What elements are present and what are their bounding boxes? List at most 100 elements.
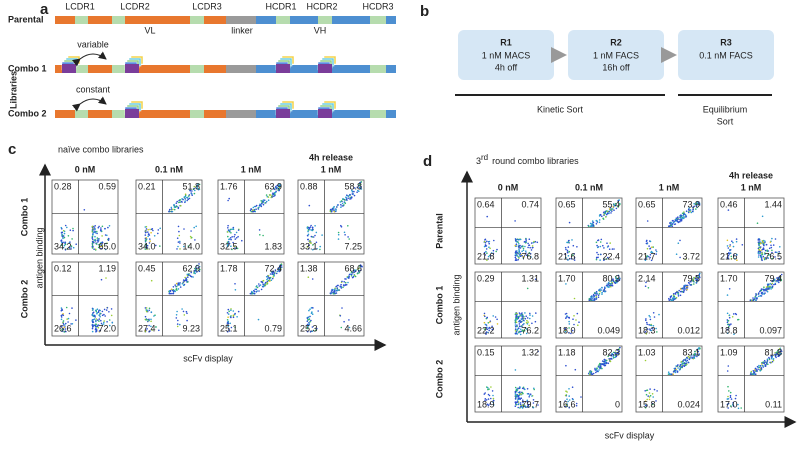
event-dot bbox=[172, 286, 175, 288]
event-dot bbox=[174, 284, 176, 286]
event-dot bbox=[565, 364, 567, 367]
event-dot bbox=[91, 230, 94, 232]
event-dot bbox=[307, 230, 309, 233]
event-dot bbox=[769, 241, 772, 243]
event-dot bbox=[758, 295, 760, 298]
event-dot bbox=[334, 289, 336, 292]
event-dot bbox=[516, 324, 518, 327]
event-dot bbox=[519, 252, 522, 255]
event-dot bbox=[646, 328, 649, 331]
quadrant-value: 9.23 bbox=[182, 323, 200, 333]
event-dot bbox=[591, 373, 594, 376]
event-dot bbox=[604, 290, 606, 293]
quadrant-value: 25.3 bbox=[300, 323, 318, 333]
event-dot bbox=[235, 237, 238, 239]
event-dot bbox=[347, 195, 349, 197]
event-dot bbox=[675, 253, 678, 255]
event-dot bbox=[578, 321, 580, 324]
event-dot bbox=[148, 307, 151, 310]
event-dot bbox=[568, 320, 570, 323]
event-dot bbox=[348, 319, 350, 321]
event-dot bbox=[604, 287, 606, 290]
event-dot bbox=[515, 243, 518, 245]
event-dot bbox=[184, 198, 187, 200]
event-dot bbox=[526, 400, 528, 403]
event-dot bbox=[516, 240, 518, 243]
event-dot bbox=[741, 244, 744, 246]
event-dot bbox=[516, 317, 518, 320]
event-dot bbox=[520, 325, 523, 327]
event-dot bbox=[524, 240, 526, 243]
event-dot bbox=[521, 254, 523, 257]
event-dot bbox=[574, 368, 577, 371]
event-dot bbox=[488, 242, 491, 245]
event-dot bbox=[757, 368, 759, 371]
event-dot bbox=[265, 275, 268, 278]
event-dot bbox=[157, 229, 160, 231]
event-dot bbox=[230, 309, 232, 312]
event-dot bbox=[697, 348, 699, 350]
event-dot bbox=[307, 233, 310, 236]
event-dot bbox=[108, 225, 111, 227]
construct-segment bbox=[204, 65, 226, 73]
event-dot bbox=[267, 199, 270, 201]
event-dot bbox=[764, 252, 766, 254]
event-dot bbox=[348, 277, 350, 279]
event-dot bbox=[267, 276, 270, 278]
event-dot bbox=[515, 331, 518, 333]
event-dot bbox=[728, 390, 730, 392]
event-dot bbox=[262, 234, 264, 237]
event-dot bbox=[772, 358, 775, 361]
event-dot bbox=[647, 287, 650, 289]
event-dot bbox=[777, 252, 780, 255]
event-dot bbox=[779, 350, 782, 353]
event-dot bbox=[683, 289, 685, 292]
event-dot bbox=[644, 258, 647, 261]
event-dot bbox=[111, 322, 114, 324]
event-dot bbox=[92, 238, 94, 241]
event-dot bbox=[689, 209, 692, 211]
event-dot bbox=[485, 324, 488, 326]
event-dot bbox=[229, 322, 231, 325]
event-dot bbox=[179, 284, 181, 286]
quadrant-value: 17.0 bbox=[720, 399, 738, 409]
event-dot bbox=[771, 251, 773, 254]
event-dot bbox=[674, 293, 677, 295]
event-dot bbox=[226, 312, 229, 314]
event-dot bbox=[645, 333, 648, 335]
event-dot bbox=[778, 354, 780, 356]
quadrant-value: 0.28 bbox=[54, 181, 72, 191]
event-dot bbox=[150, 231, 152, 234]
quadrant-value: 1.09 bbox=[720, 347, 738, 357]
event-dot bbox=[610, 355, 613, 357]
event-dot bbox=[525, 238, 527, 241]
event-dot bbox=[763, 359, 766, 362]
event-dot bbox=[186, 319, 188, 322]
event-dot bbox=[494, 316, 497, 318]
event-dot bbox=[336, 284, 339, 287]
event-dot bbox=[656, 390, 658, 392]
event-dot bbox=[515, 254, 517, 257]
event-dot bbox=[571, 386, 574, 389]
event-dot bbox=[178, 230, 180, 233]
event-dot bbox=[315, 231, 318, 234]
event-dot bbox=[155, 326, 157, 328]
event-dot bbox=[345, 283, 348, 286]
event-dot bbox=[514, 240, 517, 242]
event-dot bbox=[151, 329, 153, 331]
event-dot bbox=[680, 217, 682, 219]
event-dot bbox=[686, 284, 689, 287]
event-dot bbox=[727, 407, 729, 409]
event-dot bbox=[518, 245, 521, 247]
event-dot bbox=[690, 281, 692, 283]
event-dot bbox=[594, 368, 596, 371]
quadrant-value: 72.4 bbox=[264, 263, 282, 273]
event-dot bbox=[104, 227, 106, 230]
event-dot bbox=[682, 291, 685, 293]
event-dot bbox=[168, 291, 171, 293]
event-dot bbox=[684, 288, 686, 290]
event-dot bbox=[145, 228, 148, 230]
construct-segment bbox=[256, 65, 276, 73]
event-dot bbox=[648, 314, 650, 317]
event-dot bbox=[671, 299, 673, 302]
